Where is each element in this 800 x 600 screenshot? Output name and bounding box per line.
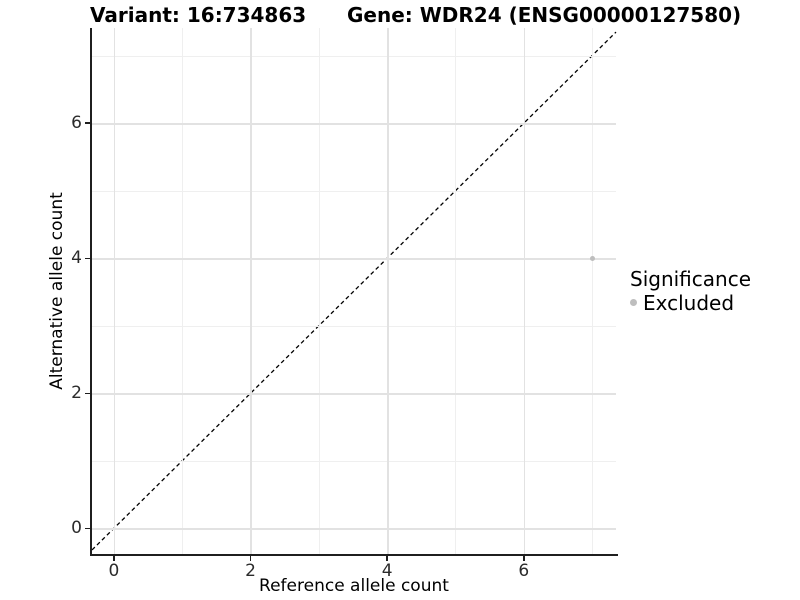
gridline-x-major xyxy=(523,28,526,554)
y-tick-mark xyxy=(85,392,90,395)
gridline-x-minor xyxy=(455,28,457,554)
gridline-x-major xyxy=(250,28,252,554)
gridline-y-major xyxy=(92,528,616,530)
gridline-y-minor xyxy=(92,55,616,57)
gridline-y-minor xyxy=(92,190,616,192)
y-axis-line xyxy=(90,28,92,556)
plot-panel xyxy=(91,28,617,554)
y-tick-mark xyxy=(85,122,90,124)
x-tick-mark xyxy=(523,556,525,561)
y-axis-title: Alternative allele count xyxy=(38,28,76,554)
y-tick-label: 4 xyxy=(71,248,82,269)
x-tick-label: 4 xyxy=(381,561,393,581)
y-tick-mark xyxy=(85,257,90,259)
legend-entry-excluded: Excluded xyxy=(630,290,751,315)
gridline-x-minor xyxy=(182,28,184,554)
y-tick-mark xyxy=(85,527,90,530)
gridline-y-major xyxy=(92,393,616,395)
gridline-y-minor xyxy=(92,460,616,462)
legend-entry-label: Excluded xyxy=(643,290,735,315)
identity-dashed-line xyxy=(91,31,617,551)
gridline-x-major xyxy=(113,28,116,554)
x-tick-mark xyxy=(249,556,252,561)
y-tick-label: 2 xyxy=(71,383,82,404)
gridline-x-minor xyxy=(318,28,320,554)
x-tick-label: 6 xyxy=(518,561,530,581)
x-axis-title: Reference allele count xyxy=(259,576,449,596)
identity-line-layer xyxy=(91,31,617,551)
plot-title-variant: Variant: 16:734863 xyxy=(90,3,307,27)
y-axis-title-text: Alternative allele count xyxy=(47,192,68,390)
legend-title: Significance xyxy=(630,267,752,291)
legend: Significance Excluded xyxy=(630,267,752,315)
x-tick-mark xyxy=(113,556,115,561)
x-tick-label: 0 xyxy=(108,561,120,581)
gridline-x-minor xyxy=(592,28,594,554)
gridline-y-major xyxy=(92,258,616,260)
y-tick-label: 0 xyxy=(71,518,82,539)
gridline-y-major xyxy=(92,123,616,125)
y-tick-label: 6 xyxy=(71,113,82,134)
legend-point-swatch xyxy=(630,299,637,306)
plot-title-gene: Gene: WDR24 (ENSG00000127580) xyxy=(347,3,742,27)
data-point xyxy=(589,255,595,261)
x-tick-label: 2 xyxy=(245,561,256,581)
gridline-y-minor xyxy=(92,325,616,327)
x-axis-line xyxy=(90,554,618,556)
x-tick-mark xyxy=(386,556,388,561)
gridline-x-major xyxy=(387,28,389,554)
